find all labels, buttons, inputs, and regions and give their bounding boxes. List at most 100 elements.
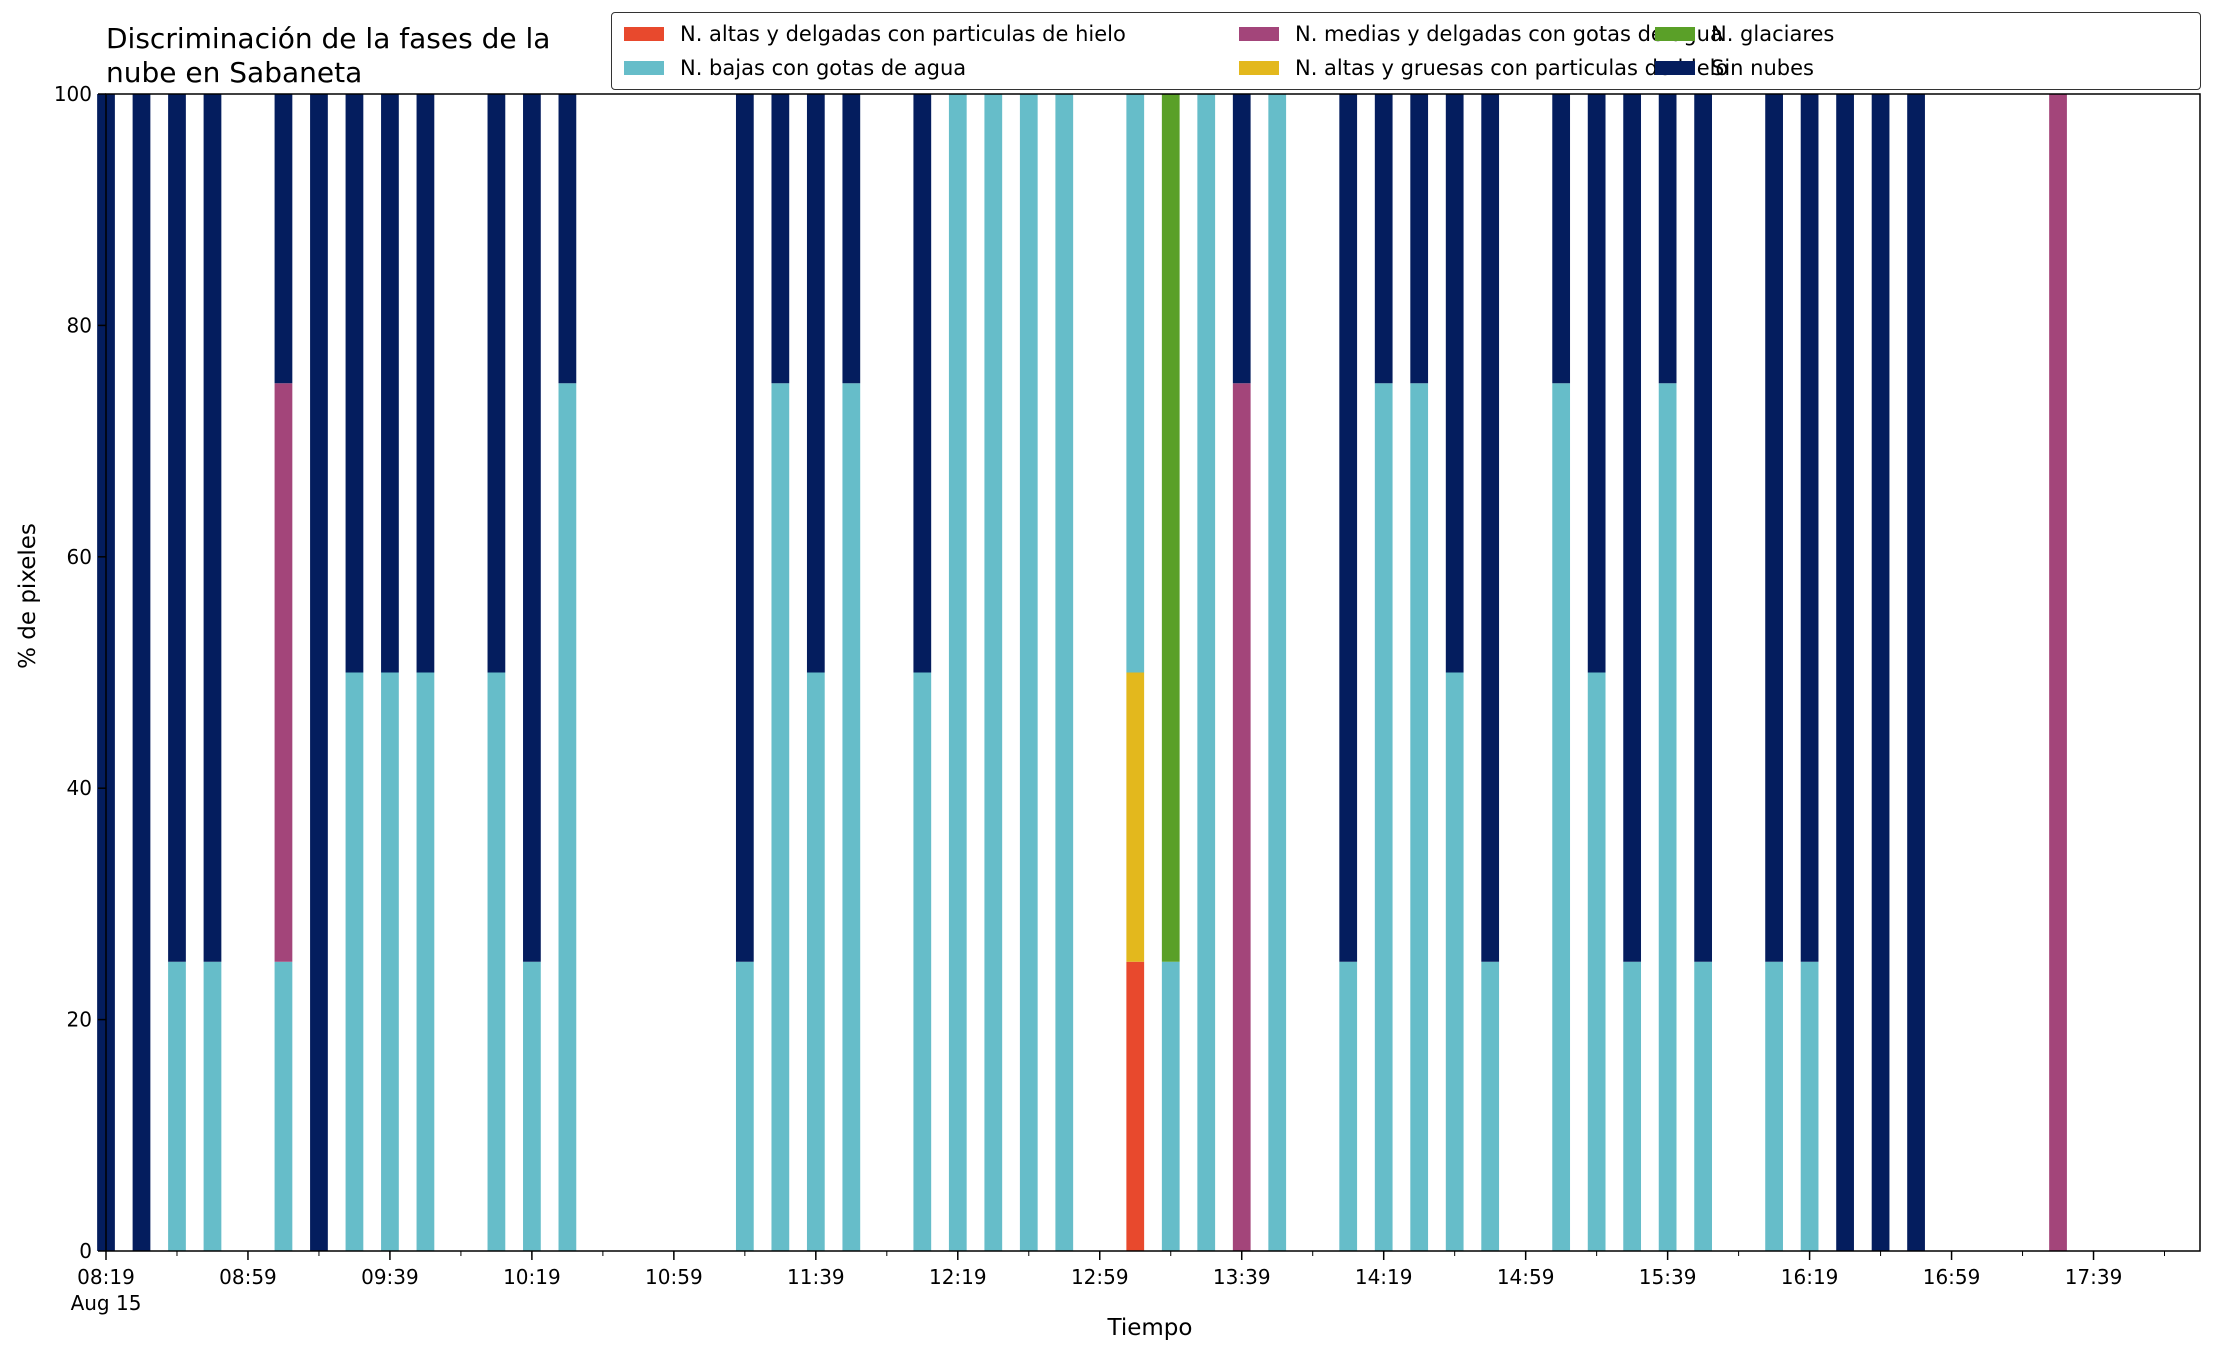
legend-label: N. medias y delgadas con gotas de agua [1295,22,1723,46]
x-tick-label: 08:19 [77,1265,135,1289]
chart-title-line-2: nube en Sabaneta [106,56,363,89]
bar-segment [523,961,541,1251]
y-tick-label: 100 [54,82,92,106]
bar-segment [1836,94,1854,1251]
bar-segment [203,961,222,1251]
bar-segment [1019,94,1038,1251]
legend-item: N. medias y delgadas con gotas de agua [1239,19,1723,49]
bar-segment [771,383,790,1251]
x-tick-label: 13:39 [1213,1265,1271,1289]
bar-segment [1800,961,1819,1251]
bar-segment [1765,94,1783,962]
x-date-label: Aug 15 [71,1291,142,1315]
legend-item: N. bajas con gotas de agua [624,53,966,83]
bar-segment [1907,94,1925,1251]
y-tick-label: 20 [67,1008,92,1032]
x-tick-label: 10:59 [645,1265,703,1289]
bar-segment [1410,94,1429,384]
bar-segment [1623,94,1642,962]
bar-segment [1871,94,1890,1251]
plot-frame [105,93,2201,1252]
bar-segment [1374,383,1393,1251]
x-tick-label: 11:39 [787,1265,845,1289]
bar-segment [381,672,399,1251]
y-tick-label: 0 [79,1239,92,1263]
bar-segment [1339,961,1358,1251]
y-tick-label: 60 [67,545,92,569]
bar-segment [558,383,577,1251]
bar-segment [345,672,364,1251]
y-axis-title: % de pixeles [15,523,41,669]
bar-segment [1623,961,1642,1251]
bar-segment [1694,961,1712,1251]
bar-segment [1161,94,1180,962]
x-tick-label: 14:19 [1355,1265,1413,1289]
bar-segment [1552,383,1571,1251]
x-tick-label: 08:59 [219,1265,277,1289]
bar-segment [1197,94,1216,1251]
bar-segment [487,94,506,673]
x-tick-label: 16:19 [1781,1265,1839,1289]
bar-segment [132,94,151,1251]
x-tick-label: 17:39 [2065,1265,2123,1289]
bar-segment [1587,94,1606,673]
bar-segment [1126,961,1145,1251]
bar-segment [771,94,790,384]
chart-legend: N. altas y delgadas con particulas de hi… [611,12,2201,90]
bar-segment [1481,961,1500,1251]
legend-swatch [624,27,664,41]
bar-segment [1232,383,1251,1251]
bar-segment [168,961,186,1251]
bar-segment [523,94,541,962]
bar-segment [558,94,577,384]
bar-segment [274,383,293,962]
bar-segment [1658,383,1677,1251]
x-axis-title: Tiempo [1107,1315,1193,1341]
bar-segment [913,672,932,1251]
bar-segment [1126,94,1145,673]
bar-segment [345,94,364,673]
bar-segment [1126,672,1145,962]
legend-swatch [1655,27,1695,41]
bar-segment [842,94,861,384]
legend-swatch [1239,27,1279,41]
legend-item: N. glaciares [1655,19,1834,49]
bar-segment [274,961,293,1251]
bar-segment [984,94,1003,1251]
bar-segment [1339,94,1358,962]
bar-segment [1055,94,1074,1251]
bar-segment [1658,94,1677,384]
legend-item: Sin nubes [1655,53,1814,83]
bar-segment [806,672,825,1251]
x-tick-label: 10:19 [503,1265,561,1289]
chart-title: Discriminación de la fases de la nube en… [106,22,550,90]
bar-segment [1410,383,1429,1251]
bar-segment [1232,94,1251,384]
bar-segment [1161,961,1180,1251]
x-tick-label: 15:39 [1639,1265,1697,1289]
legend-swatch [624,61,664,75]
bar-segment [1552,94,1571,384]
bar-segment [416,672,435,1251]
legend-swatch [1239,61,1279,75]
bar-segment [735,94,754,962]
bar-segment [1374,94,1393,384]
bar-segment [1587,672,1606,1251]
y-tick-label: 80 [67,313,92,337]
chart-title-line-1: Discriminación de la fases de la [106,22,551,55]
x-tick-label: 12:59 [1071,1265,1129,1289]
x-tick-label: 09:39 [361,1265,419,1289]
legend-swatch [1655,61,1695,75]
bar-segment [1765,961,1783,1251]
legend-label: N. altas y delgadas con particulas de hi… [680,22,1126,46]
bar-segment [913,94,932,673]
bar-segment [1445,672,1464,1251]
bar-segment [806,94,825,673]
bar-segment [1481,94,1500,962]
bar-segment [1694,94,1712,962]
bar-segment [416,94,435,673]
legend-label: N. glaciares [1711,22,1835,46]
bar-segment [2049,94,2067,1251]
bar-segment [1800,94,1819,962]
